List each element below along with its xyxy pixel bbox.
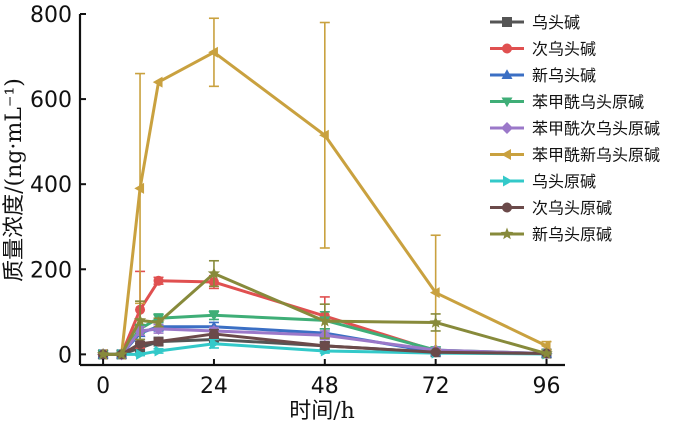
data-point — [133, 313, 147, 326]
data-point — [429, 315, 442, 328]
data-point — [208, 311, 220, 321]
series-line — [103, 272, 547, 356]
legend-item: 新乌头碱 — [490, 66, 596, 85]
legend-item: 次乌头原碱 — [490, 199, 612, 218]
data-point — [153, 336, 164, 347]
axes: 0 200 400 600 800 0 24 48 72 96 — [30, 3, 565, 399]
plot-area — [96, 17, 553, 361]
data-point — [540, 347, 553, 359]
legend-item: 乌头原碱 — [490, 172, 596, 191]
data-point — [136, 348, 146, 360]
legend-label: 新乌头碱 — [532, 66, 596, 85]
x-tick-label: 96 — [533, 374, 561, 399]
legend-label: 次乌头原碱 — [532, 199, 612, 218]
legend-item: 次乌头碱 — [490, 40, 596, 59]
legend-label: 新乌头原碱 — [532, 225, 612, 244]
legend-item: 苯甲酰新乌头原碱 — [490, 146, 660, 165]
legend-label: 乌头碱 — [532, 13, 580, 32]
legend-swatch-marker — [500, 227, 514, 240]
data-point — [429, 287, 440, 299]
x-tick-label: 24 — [200, 374, 228, 399]
legend-label: 苯甲酰次乌头原碱 — [532, 119, 660, 138]
series-line — [103, 50, 548, 356]
legend-swatch-marker — [502, 17, 512, 27]
series-9 — [96, 259, 553, 360]
data-point — [153, 275, 164, 286]
legend-swatch-marker — [501, 149, 511, 160]
legend-label: 乌头原碱 — [532, 172, 596, 191]
x-axis-label: 时间/h — [289, 399, 355, 424]
data-point — [430, 347, 441, 358]
y-tick-label: 400 — [30, 173, 72, 198]
legend-item: 乌头碱 — [490, 13, 580, 32]
legend-swatch-marker — [501, 122, 513, 134]
data-point — [152, 76, 163, 88]
x-tick-label: 0 — [96, 374, 110, 399]
data-point — [207, 267, 221, 279]
legend-swatch-marker — [502, 202, 512, 213]
legend-label: 次乌头碱 — [532, 40, 596, 59]
legend-item: 新乌头原碱 — [490, 225, 612, 244]
data-point — [134, 182, 145, 194]
x-tick-label: 72 — [422, 374, 450, 399]
legend-swatch-marker — [501, 69, 513, 79]
data-point — [319, 340, 330, 351]
legend-item: 苯甲酰乌头原碱 — [490, 93, 644, 112]
y-tick-label: 800 — [30, 3, 72, 28]
x-tick-label: 48 — [311, 374, 339, 399]
legend-label: 苯甲酰乌头原碱 — [532, 93, 644, 112]
data-point — [154, 345, 165, 357]
data-point — [135, 338, 146, 349]
y-tick-label: 0 — [58, 343, 72, 368]
data-point — [540, 340, 551, 352]
series-6 — [97, 17, 552, 360]
y-tick-label: 200 — [30, 258, 72, 283]
legend: 乌头碱次乌头碱新乌头碱苯甲酰乌头原碱苯甲酰次乌头原碱苯甲酰新乌头原碱乌头原碱次乌… — [490, 13, 660, 244]
legend-swatch-marker — [502, 43, 512, 54]
legend-swatch-marker — [503, 175, 513, 187]
data-point — [96, 347, 110, 360]
data-point — [209, 338, 220, 350]
legend-label: 苯甲酰新乌头原碱 — [532, 146, 660, 165]
data-point — [208, 328, 219, 339]
series-error-bars — [135, 17, 552, 351]
legend-item: 苯甲酰次乌头原碱 — [490, 119, 660, 138]
data-point — [115, 347, 128, 360]
y-tick-label: 600 — [30, 88, 72, 113]
y-axis-label: 质量浓度/(ng·mL⁻¹) — [2, 78, 27, 282]
data-point — [319, 129, 329, 141]
data-point — [152, 315, 165, 328]
data-point — [318, 314, 331, 327]
data-point — [208, 46, 218, 58]
legend-swatch-marker — [501, 97, 513, 108]
